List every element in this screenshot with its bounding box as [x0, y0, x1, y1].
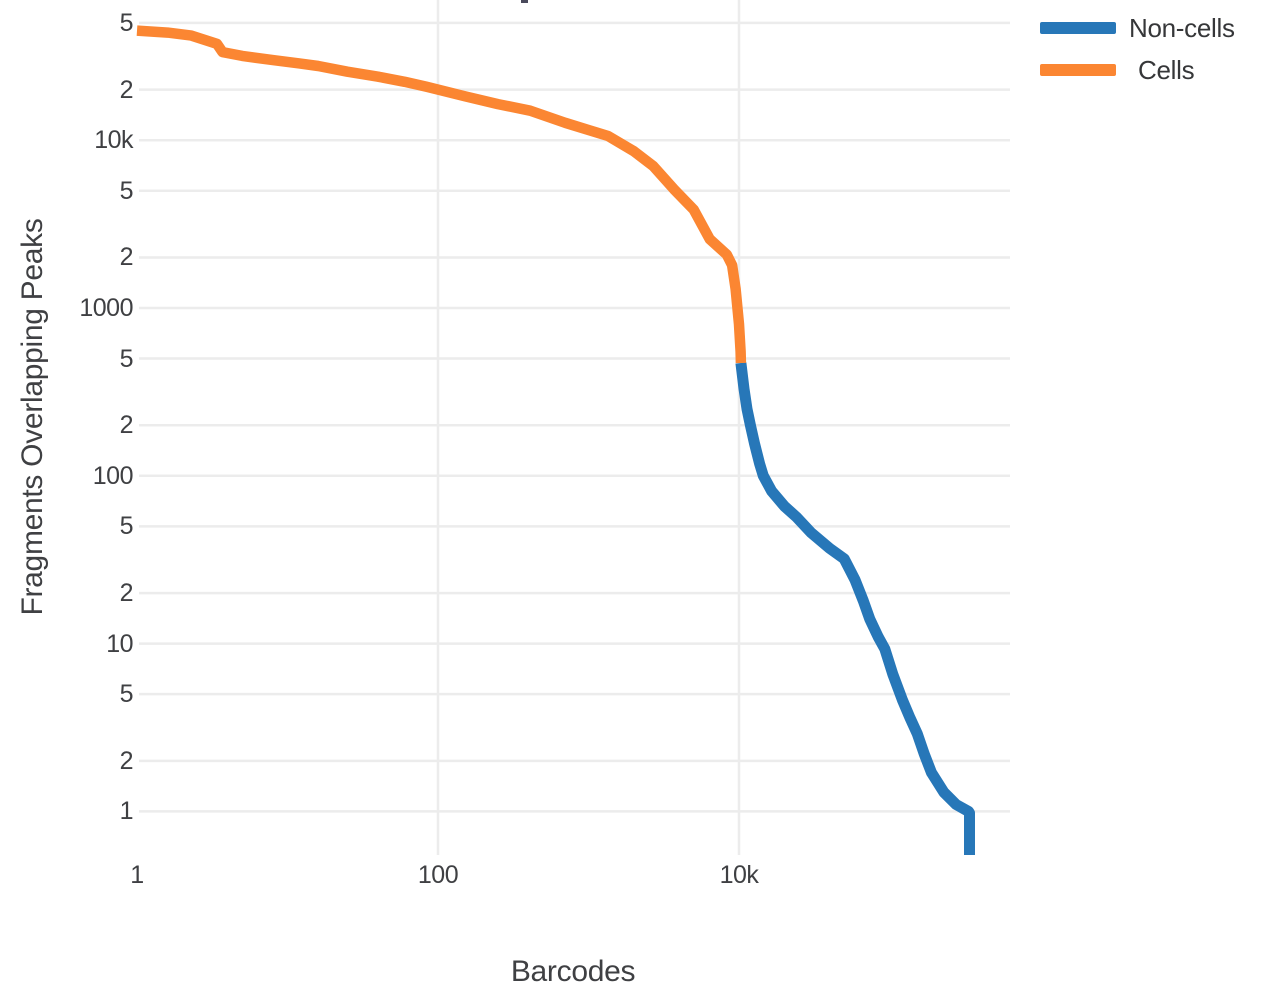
y-tick-label: 5: [119, 680, 134, 709]
y-tick-label: 2: [119, 746, 134, 775]
y-tick-label: 2: [119, 579, 134, 608]
y-tick-label: 100: [92, 461, 134, 490]
y-tick-label: 2: [119, 411, 134, 440]
legend-label-non-cells: Non-cells: [1129, 12, 1235, 43]
y-tick-label: 5: [119, 512, 134, 541]
legend-item-non-cells[interactable]: Non-cells: [1040, 13, 1260, 43]
y-tick-label: 5: [119, 176, 134, 205]
legend: Non-cells Cells: [1040, 13, 1260, 97]
y-axis-title: Fragments Overlapping Peaks: [16, 218, 49, 616]
y-tick-label: 1000: [79, 294, 133, 322]
legend-label-cells: Cells: [1138, 54, 1195, 85]
x-tick-label: 1: [130, 861, 144, 889]
x-tick-label: 10k: [719, 861, 759, 889]
non-cells-series-line: [735, 362, 975, 855]
y-tick-label: 1: [119, 797, 134, 826]
cells-series-line: [136, 25, 747, 364]
y-tick-label: 5: [119, 344, 134, 373]
legend-item-cells[interactable]: Cells: [1040, 55, 1260, 85]
y-tick-label: 5: [119, 8, 134, 37]
x-axis-title: Barcodes: [510, 955, 636, 988]
y-tick-label: 2: [119, 75, 134, 104]
x-tick-label: 100: [417, 861, 459, 889]
y-tick-label: 10: [106, 629, 133, 658]
cropped-title-fragment: [521, 0, 528, 3]
y-tick-label: 10k: [94, 126, 133, 155]
y-tick-label: 2: [119, 243, 134, 272]
non-cells-swatch: [1040, 22, 1116, 34]
cells-swatch: [1040, 64, 1116, 76]
